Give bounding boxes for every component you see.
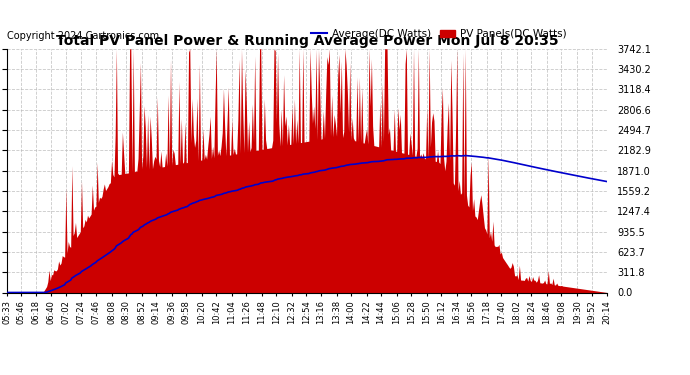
Text: Copyright 2024 Cartronics.com: Copyright 2024 Cartronics.com: [7, 32, 159, 41]
Legend: Average(DC Watts), PV Panels(DC Watts): Average(DC Watts), PV Panels(DC Watts): [307, 25, 571, 43]
Title: Total PV Panel Power & Running Average Power Mon Jul 8 20:35: Total PV Panel Power & Running Average P…: [56, 34, 558, 48]
